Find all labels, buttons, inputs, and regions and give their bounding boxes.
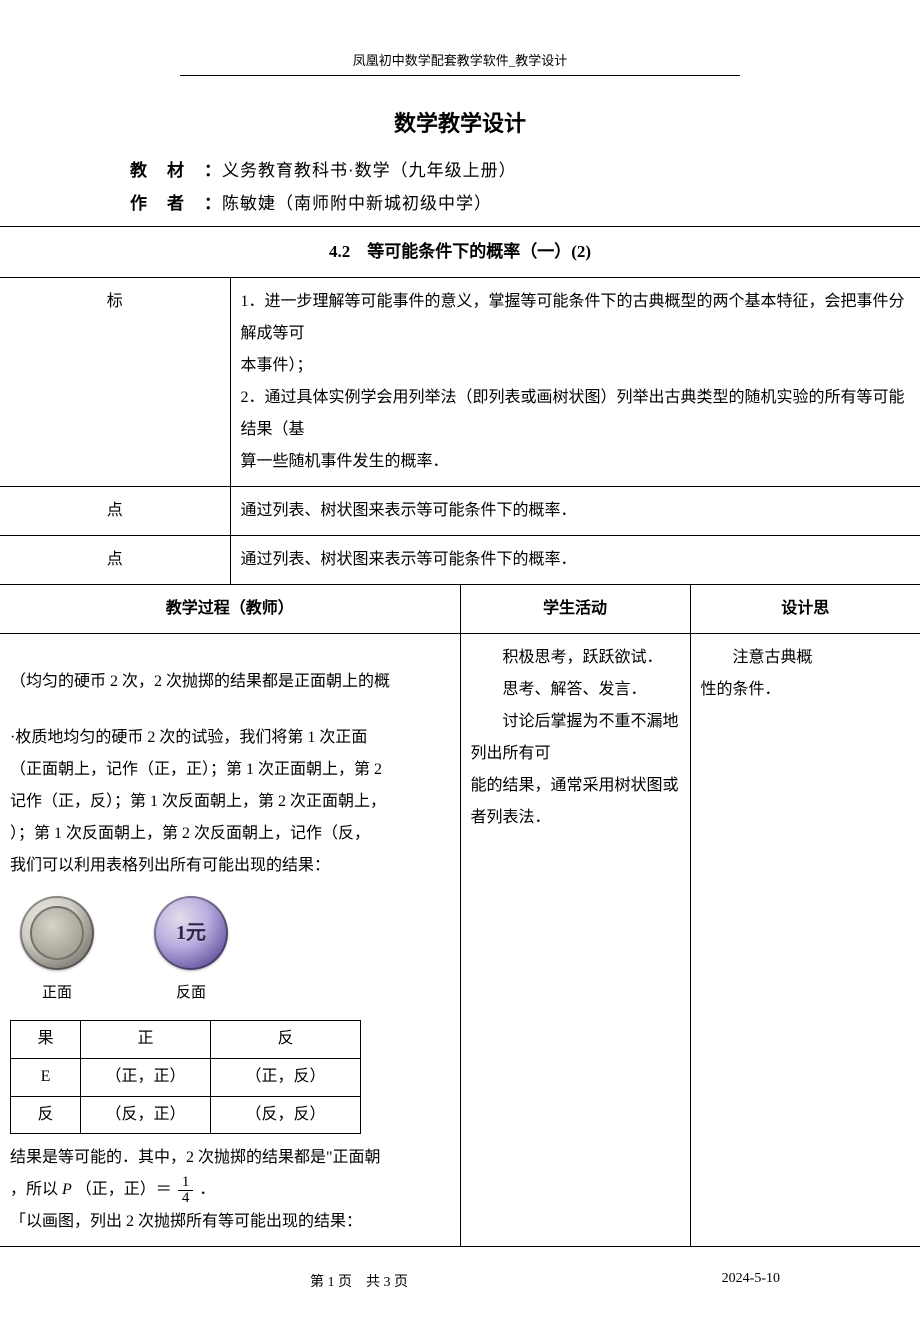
p8-suffix: ．	[199, 1181, 215, 1198]
running-head: 凤凰初中数学配套教学软件_教学设计	[0, 50, 920, 75]
coins-row: 正面 反面	[20, 896, 450, 1008]
col-teacher-header: 教学过程（教师）	[0, 585, 460, 634]
teacher-p1: （均匀的硬币 2 次，2 次抛掷的结果都是正面朝上的概	[10, 666, 450, 698]
lesson-table: 4.2 等可能条件下的概率（一）(2) 标 1．进一步理解等可能事件的意义，掌握…	[0, 226, 920, 1247]
teacher-cell: （均匀的硬币 2 次，2 次抛掷的结果都是正面朝上的概 ·枚质地均匀的硬币 2 …	[0, 634, 460, 1247]
goal-label: 标	[0, 278, 230, 487]
rt-r1c1: （反，正）	[81, 1096, 211, 1134]
col-student-header: 学生活动	[460, 585, 690, 634]
rt-h0: 果	[11, 1021, 81, 1059]
student-s3: 讨论后掌握为不重不漏地列出所有可	[471, 706, 680, 770]
rt-r0c1: （正，正）	[81, 1058, 211, 1096]
frac-num: 1	[178, 1175, 194, 1191]
keypoint-label: 点	[0, 487, 230, 536]
coin-back-label: 反面	[154, 978, 228, 1008]
rt-r0c0: E	[11, 1058, 81, 1096]
coin-back-wrap: 反面	[154, 896, 228, 1008]
teacher-p8: ，所以 P （正，正）＝ 1 4 ．	[10, 1174, 450, 1206]
design-cell: 注意古典概 性的条件．	[690, 634, 920, 1247]
student-s4: 能的结果，通常采用树状图或者列表法．	[471, 770, 680, 834]
coin-front-wrap: 正面	[20, 896, 94, 1008]
difficulty-cell: 通过列表、树状图来表示等可能条件下的概率．	[230, 536, 920, 585]
p8-var: P	[62, 1181, 72, 1198]
teacher-p6: 我们可以利用表格列出所有可能出现的结果：	[10, 850, 450, 882]
rt-r1c0: 反	[11, 1096, 81, 1134]
design-d1: 注意古典概	[701, 642, 911, 674]
goal-line-3: 2．通过具体实例学会用列举法（即列表或画树状图）列举出古典类型的随机实验的所有等…	[241, 382, 911, 446]
keypoint-cell: 通过列表、树状图来表示等可能条件下的概率．	[230, 487, 920, 536]
author-label: 作者	[130, 194, 204, 213]
meta-author: 作者：陈敏婕（南师附中新城初级中学）	[130, 189, 920, 214]
page-title: 数学教学设计	[0, 106, 920, 138]
goal-cell: 1．进一步理解等可能事件的意义，掌握等可能条件下的古典概型的两个基本特征，会把事…	[230, 278, 920, 487]
student-s2: 思考、解答、发言．	[471, 674, 680, 706]
textbook-label: 教材	[130, 161, 204, 180]
footer-date: 2024-5-10	[722, 1271, 780, 1291]
result-table: 果 正 反 E （正，正） （正，反） 反 （反，正） （反，反）	[10, 1020, 361, 1134]
teacher-p4: 记作（正，反）；第 1 次反面朝上，第 2 次正面朝上，	[10, 786, 450, 818]
coin-back-icon	[154, 896, 228, 970]
p8-prefix: ，所以	[10, 1181, 58, 1198]
teacher-p2: ·枚质地均匀的硬币 2 次的试验，我们将第 1 次正面	[10, 722, 450, 754]
teacher-p3: （正面朝上，记作（正，正）；第 1 次正面朝上，第 2	[10, 754, 450, 786]
rt-r0c2: （正，反）	[211, 1058, 361, 1096]
student-cell: 积极思考，跃跃欲试． 思考、解答、发言． 讨论后掌握为不重不漏地列出所有可 能的…	[460, 634, 690, 1247]
student-s1: 积极思考，跃跃欲试．	[471, 642, 680, 674]
author-value: 陈敏婕（南师附中新城初级中学）	[222, 194, 492, 213]
rt-h1: 正	[81, 1021, 211, 1059]
textbook-value: 义务教育教科书·数学（九年级上册）	[222, 161, 517, 180]
coin-front-label: 正面	[20, 978, 94, 1008]
goal-line-2: 本事件）；	[241, 350, 911, 382]
col-design-header: 设计思	[690, 585, 920, 634]
difficulty-label: 点	[0, 536, 230, 585]
header-rule	[180, 75, 740, 76]
meta-textbook: 教材：义务教育教科书·数学（九年级上册）	[130, 156, 920, 181]
goal-line-1: 1．进一步理解等可能事件的意义，掌握等可能条件下的古典概型的两个基本特征，会把事…	[241, 286, 911, 350]
rt-h2: 反	[211, 1021, 361, 1059]
p8-args: （正，正）＝	[76, 1181, 172, 1198]
rt-r1c2: （反，反）	[211, 1096, 361, 1134]
page-footer: 第 1 页 共 3 页 2024-5-10	[0, 1271, 920, 1301]
fraction: 1 4	[178, 1175, 194, 1206]
goal-line-4: 算一些随机事件发生的概率．	[241, 446, 911, 478]
teacher-p5: ）；第 1 次反面朝上，第 2 次反面朝上，记作（反，	[10, 818, 450, 850]
frac-den: 4	[178, 1191, 194, 1206]
coin-front-icon	[20, 896, 94, 970]
teacher-p9: 「以画图，列出 2 次抛掷所有等可能出现的结果：	[10, 1206, 450, 1238]
teacher-p7: 结果是等可能的．其中，2 次抛掷的结果都是"正面朝	[10, 1142, 450, 1174]
footer-page: 第 1 页 共 3 页	[310, 1271, 408, 1291]
design-d2: 性的条件．	[701, 674, 911, 706]
lesson-section-title: 4.2 等可能条件下的概率（一）(2)	[0, 227, 920, 278]
